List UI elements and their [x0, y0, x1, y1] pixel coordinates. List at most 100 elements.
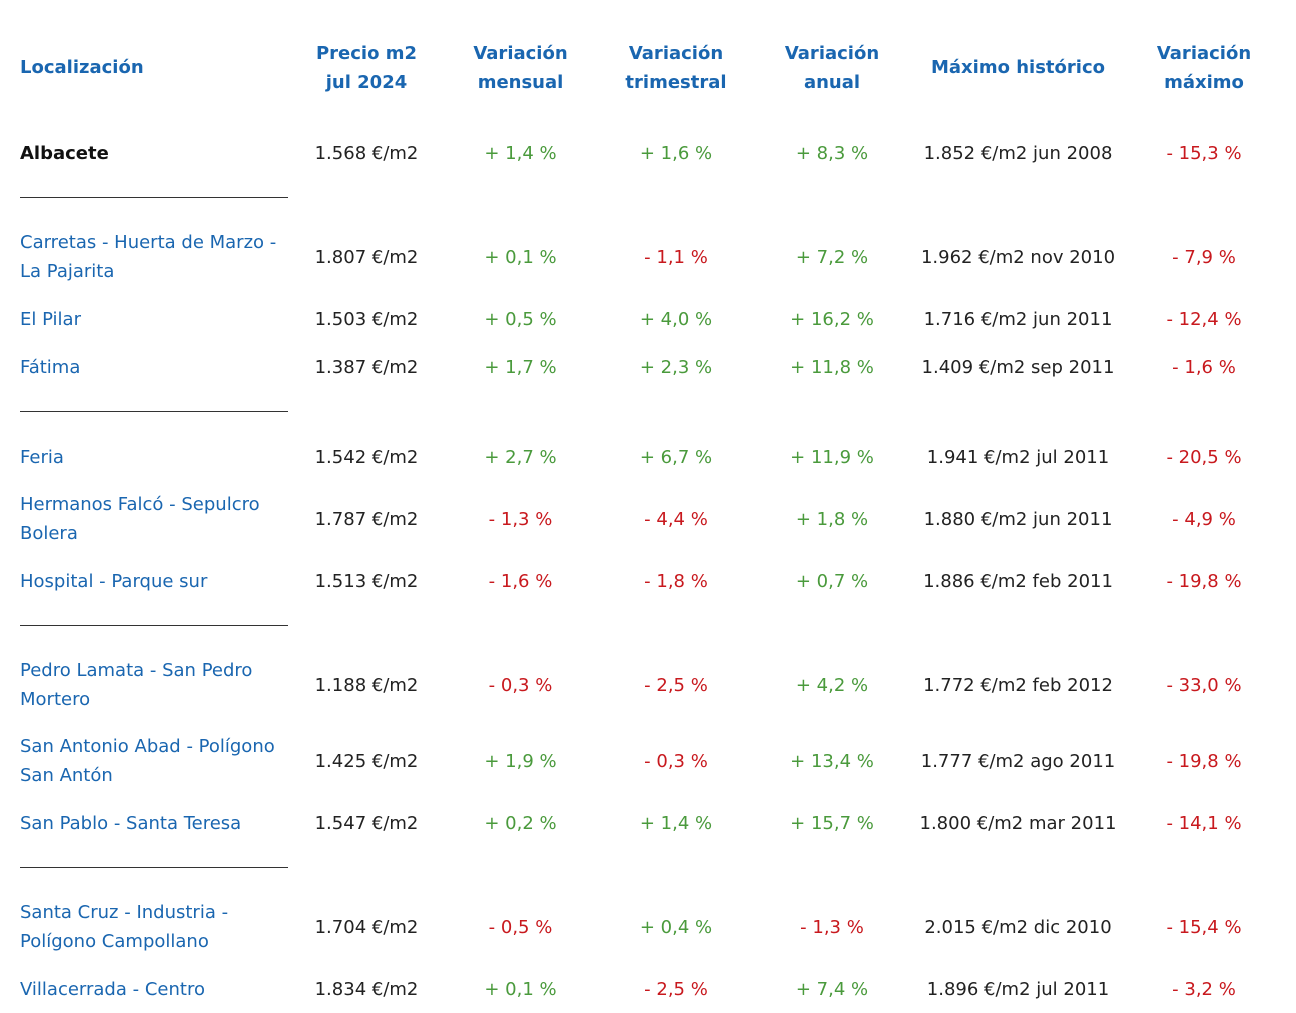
- row-max: 1.962 €/m2 nov 2010: [920, 246, 1116, 268]
- row-annual: + 8,3 %: [795, 142, 869, 164]
- row-location-line1: Feria: [20, 446, 64, 468]
- header-annual-line1: Variación: [784, 42, 880, 64]
- separator-line: [20, 197, 288, 198]
- header-monthly-line1: Variación: [473, 42, 568, 64]
- row-location-link[interactable]: Fátima: [20, 353, 290, 382]
- row-annual: + 0,7 %: [795, 570, 869, 592]
- table-row: Carretas - Huerta de Marzo - La Pajarita 1…: [20, 219, 1280, 295]
- row-max: 1.880 €/m2 jun 2011: [923, 508, 1113, 530]
- row-quarterly: - 1,1 %: [644, 246, 708, 268]
- row-location-line2: Polígono Campollano: [20, 931, 209, 952]
- separator-line: [20, 867, 288, 868]
- row-price: 1.787 €/m2: [314, 508, 419, 530]
- table-row: Fátima 1.387 €/m2 + 1,7 % + 2,3 % + 11,8 % 1.…: [20, 343, 1280, 391]
- row-annual: - 1,3 %: [800, 916, 864, 938]
- header-price-line1: Precio m2: [315, 42, 418, 64]
- header-monthly-line2: mensual: [477, 71, 564, 93]
- separator-line: [20, 625, 288, 626]
- row-price: 1.387 €/m2: [314, 356, 419, 378]
- header-annual-line2: anual: [803, 71, 861, 93]
- row-price: 1.425 €/m2: [314, 750, 419, 772]
- row-max: 1.409 €/m2 sep 2011: [921, 356, 1115, 378]
- row-location-link[interactable]: Hospital - Parque sur: [20, 567, 290, 596]
- row-var-max: - 12,4 %: [1166, 308, 1242, 330]
- row-location-link[interactable]: Feria: [20, 443, 290, 472]
- row-var-max: - 4,9 %: [1172, 508, 1236, 530]
- row-location-link[interactable]: Carretas - Huerta de Marzo - La Pajarita: [20, 228, 290, 286]
- row-location-link[interactable]: San Antonio Abad - Polígono San Antón: [20, 732, 290, 790]
- row-var-max: - 3,2 %: [1172, 978, 1236, 1000]
- group-separator: [20, 177, 1280, 219]
- row-var-max: - 20,5 %: [1166, 446, 1242, 468]
- header-price: Precio m2 jul 2024: [290, 39, 443, 97]
- row-var-max: - 19,8 %: [1166, 750, 1242, 772]
- row-max: 1.896 €/m2 jul 2011: [926, 978, 1110, 1000]
- row-max: 1.941 €/m2 jul 2011: [926, 446, 1110, 468]
- row-monthly: + 1,9 %: [484, 750, 557, 772]
- row-var-max: - 7,9 %: [1172, 246, 1236, 268]
- row-price: 1.807 €/m2: [314, 246, 419, 268]
- row-annual: + 11,8 %: [790, 356, 874, 378]
- row-var-max: - 1,6 %: [1172, 356, 1236, 378]
- table-row: El Pilar 1.503 €/m2 + 0,5 % + 4,0 % + 16,2 %…: [20, 295, 1280, 343]
- row-quarterly: + 1,4 %: [639, 812, 713, 834]
- header-var-max-line1: Variación: [1156, 42, 1252, 64]
- row-annual: + 1,8 %: [795, 508, 869, 530]
- row-price: 1.568 €/m2: [314, 142, 419, 164]
- row-location-link[interactable]: Pedro Lamata - San Pedro Mortero: [20, 656, 290, 714]
- row-annual: + 15,7 %: [790, 812, 874, 834]
- row-location-link[interactable]: El Pilar: [20, 305, 290, 334]
- group-separator: [20, 391, 1280, 433]
- row-quarterly: - 0,3 %: [644, 750, 708, 772]
- row-max: 1.716 €/m2 jun 2011: [923, 308, 1113, 330]
- row-price: 1.704 €/m2: [314, 916, 419, 938]
- row-price: 1.834 €/m2: [314, 978, 419, 1000]
- row-quarterly: + 1,6 %: [639, 142, 713, 164]
- row-quarterly: + 2,3 %: [639, 356, 713, 378]
- row-location-line2: Mortero: [20, 689, 91, 710]
- row-monthly: + 0,5 %: [484, 308, 557, 330]
- group-separator: [20, 847, 1280, 889]
- row-location-link[interactable]: San Pablo - Santa Teresa: [20, 809, 290, 838]
- header-quarterly-line1: Variación: [628, 42, 724, 64]
- row-location-link[interactable]: Hermanos Falcó - Sepulcro Bolera: [20, 490, 290, 548]
- header-annual: Variación anual: [754, 39, 910, 97]
- row-annual: + 11,9 %: [790, 446, 874, 468]
- row-annual: + 7,2 %: [795, 246, 869, 268]
- row-location-line2: San Antón: [20, 765, 113, 786]
- row-var-max: - 33,0 %: [1166, 674, 1242, 696]
- row-monthly: + 1,4 %: [484, 142, 557, 164]
- table-row: Santa Cruz - Industria - Polígono Campoll…: [20, 889, 1280, 965]
- table-row-total: Albacete 1.568 €/m2 + 1,4 % + 1,6 % + 8,…: [20, 129, 1280, 177]
- row-max: 1.777 €/m2 ago 2011: [920, 750, 1116, 772]
- row-quarterly: + 0,4 %: [639, 916, 713, 938]
- row-monthly: + 1,7 %: [484, 356, 557, 378]
- row-var-max: - 15,4 %: [1166, 916, 1242, 938]
- row-monthly: + 0,1 %: [484, 246, 557, 268]
- header-quarterly: Variación trimestral: [598, 39, 754, 97]
- row-monthly: - 1,6 %: [488, 570, 553, 592]
- header-monthly: Variación mensual: [443, 39, 598, 97]
- header-var-max-line2: máximo: [1164, 71, 1244, 93]
- row-location-line2: La Pajarita: [20, 261, 115, 282]
- row-location-line1: Santa Cruz - Industria -: [20, 902, 229, 923]
- row-location-link[interactable]: Villacerrada - Centro: [20, 975, 290, 1004]
- group-separator: [20, 605, 1280, 647]
- row-quarterly: + 6,7 %: [639, 446, 713, 468]
- table-row: Villacerrada - Centro 1.834 €/m2 + 0,1 % - …: [20, 965, 1280, 1013]
- row-price: 1.513 €/m2: [314, 570, 419, 592]
- table-row: San Antonio Abad - Polígono San Antón 1.42…: [20, 723, 1280, 799]
- row-annual: + 7,4 %: [795, 978, 869, 1000]
- row-annual: + 13,4 %: [790, 750, 874, 772]
- row-quarterly: - 2,5 %: [644, 978, 708, 1000]
- row-max: 1.772 €/m2 feb 2012: [923, 674, 1113, 696]
- row-monthly: + 0,1 %: [484, 978, 557, 1000]
- row-annual: + 4,2 %: [795, 674, 869, 696]
- row-max: 1.852 €/m2 jun 2008: [923, 142, 1113, 164]
- row-max: 1.886 €/m2 feb 2011: [923, 570, 1113, 592]
- row-price: 1.542 €/m2: [314, 446, 419, 468]
- table-row: Hospital - Parque sur 1.513 €/m2 - 1,6 % - …: [20, 557, 1280, 605]
- row-location-line1: Pedro Lamata - San Pedro: [20, 660, 253, 681]
- table-row: San Pablo - Santa Teresa 1.547 €/m2 + 0,2 …: [20, 799, 1280, 847]
- row-location-link[interactable]: Santa Cruz - Industria - Polígono Campoll…: [20, 898, 290, 956]
